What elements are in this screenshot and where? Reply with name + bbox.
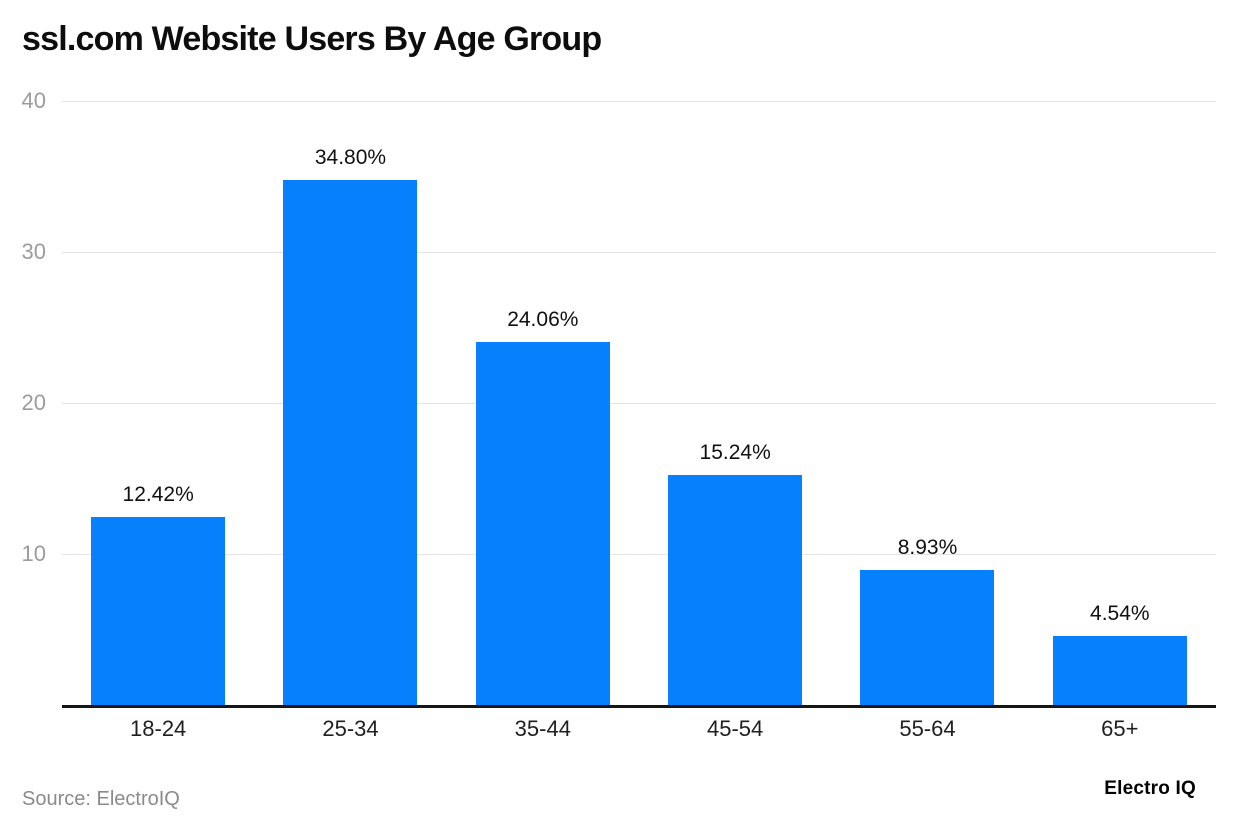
gridline <box>62 554 1216 555</box>
bar-value-label: 12.42% <box>122 483 194 507</box>
bar-group: 4.54% <box>1024 101 1216 705</box>
x-axis-category-label: 35-44 <box>514 716 571 741</box>
bar-group: 12.42% <box>62 101 254 705</box>
bar: 12.42% <box>91 483 226 705</box>
bar-group: 15.24% <box>639 101 831 705</box>
bar: 15.24% <box>668 441 803 705</box>
gridline <box>62 403 1216 404</box>
bar: 34.80% <box>283 146 418 705</box>
y-axis-tick-label: 10 <box>21 541 46 566</box>
bar-group: 8.93% <box>831 101 1023 705</box>
bar-value-label: 4.54% <box>1090 602 1150 626</box>
chart-title: ssl.com Website Users By Age Group <box>22 20 602 58</box>
plot-area: 10 20 30 40 12.42% 34.80% 24.06% 15.24% 8.93% 4.5… <box>22 90 1216 708</box>
gridline <box>62 252 1216 253</box>
x-axis-category-label: 25-34 <box>322 716 379 741</box>
bars-container: 12.42% 34.80% 24.06% 15.24% 8.93% 4.54% <box>62 101 1216 705</box>
brand-logo: Electro IQ <box>1104 778 1196 799</box>
bar-value-label: 8.93% <box>897 536 958 560</box>
x-axis-category-label: 45-54 <box>707 716 764 741</box>
y-axis-tick-label: 40 <box>21 88 46 113</box>
x-axis-category-label: 65+ <box>1101 716 1139 741</box>
y-axis-tick-label: 30 <box>21 239 46 264</box>
bar-value-label: 24.06% <box>507 307 579 331</box>
bar-group: 24.06% <box>447 101 639 705</box>
bar-value-label: 15.24% <box>699 440 771 464</box>
bar: 24.06% <box>475 308 610 705</box>
x-axis-category-label: 55-64 <box>899 716 956 741</box>
bar-value-label: 34.80% <box>314 145 387 169</box>
bar: 8.93% <box>860 536 995 705</box>
bar-group: 34.80% <box>254 101 446 705</box>
bar: 4.54% <box>1052 602 1187 705</box>
x-axis-labels: 18-24 25-34 35-44 45-54 55-64 65+ <box>62 716 1216 742</box>
source-note: Source: ElectroIQ <box>22 788 180 810</box>
y-axis-tick-label: 20 <box>21 390 46 415</box>
gridline <box>62 101 1216 102</box>
x-axis-category-label: 18-24 <box>130 716 187 741</box>
